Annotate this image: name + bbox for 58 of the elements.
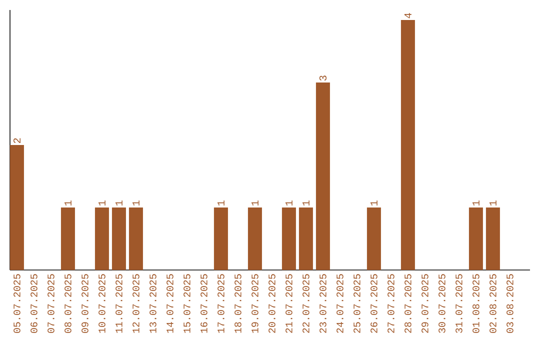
x-tick-label: 17.07.2025 (218, 274, 224, 333)
x-tick-label: 25.07.2025 (354, 274, 360, 333)
bar (128, 208, 143, 270)
data-label: 1 (132, 200, 140, 206)
x-tick-label: 18.07.2025 (234, 274, 242, 333)
x-tick-label: 16.07.2025 (200, 274, 208, 333)
bar (298, 208, 313, 270)
x-tick-label: 08.07.2025 (64, 274, 72, 333)
bar (282, 208, 296, 270)
x-tick-label: 07.07.2025 (48, 274, 54, 333)
bar (10, 145, 24, 270)
x-tick-label: 01.08.2025 (472, 274, 480, 333)
bar (400, 20, 415, 270)
x-tick-label: 19.07.2025 (252, 274, 258, 333)
bar (94, 208, 109, 270)
data-label: 1 (489, 200, 496, 206)
data-label: 4 (404, 13, 412, 18)
data-label: 1 (370, 200, 378, 206)
data-label: 1 (98, 200, 106, 206)
x-tick-label: 26.07.2025 (370, 274, 378, 333)
x-tick-label: 22.07.2025 (302, 274, 310, 333)
x-tick-label: 06.07.2025 (30, 274, 38, 333)
x-tick-label: 11.07.2025 (116, 274, 122, 333)
data-label: 1 (116, 200, 122, 206)
bar (112, 208, 126, 270)
data-label: 3 (319, 76, 327, 81)
bar (366, 208, 381, 270)
x-tick-label: 03.08.2025 (506, 274, 514, 333)
bar (248, 208, 262, 270)
data-label: 1 (302, 200, 310, 206)
data-label: 1 (252, 200, 258, 206)
x-tick-label: 21.07.2025 (286, 274, 292, 333)
data-label: 1 (472, 200, 480, 206)
x-tick-label: 31.07.2025 (456, 274, 462, 333)
x-tick-label: 02.08.2025 (490, 274, 496, 333)
x-tick-label: 10.07.2025 (98, 274, 106, 333)
data-label: 1 (218, 200, 224, 206)
x-tick-label: 05.07.2025 (14, 274, 20, 333)
data-label: 2 (13, 138, 20, 144)
bar (468, 208, 483, 270)
x-tick-label: 27.07.2025 (388, 274, 394, 333)
x-tick-label: 09.07.2025 (82, 274, 88, 333)
bar (316, 82, 330, 270)
data-label: 1 (286, 200, 292, 206)
x-tick-label: 29.07.2025 (422, 274, 428, 333)
bar (214, 208, 228, 270)
bar (60, 208, 75, 270)
x-tick-label: 15.07.2025 (184, 274, 190, 333)
x-tick-label: 20.07.2025 (268, 274, 276, 333)
x-tick-label: 14.07.2025 (166, 274, 174, 333)
bar (486, 208, 500, 270)
data-label: 1 (64, 200, 72, 206)
x-tick-label: 12.07.2025 (132, 274, 140, 333)
x-tick-label: 30.07.2025 (438, 274, 446, 333)
x-tick-label: 23.07.2025 (320, 274, 326, 333)
x-tick-label: 24.07.2025 (336, 274, 344, 333)
x-tick-label: 13.07.2025 (150, 274, 156, 333)
x-tick-label: 28.07.2025 (404, 274, 412, 333)
